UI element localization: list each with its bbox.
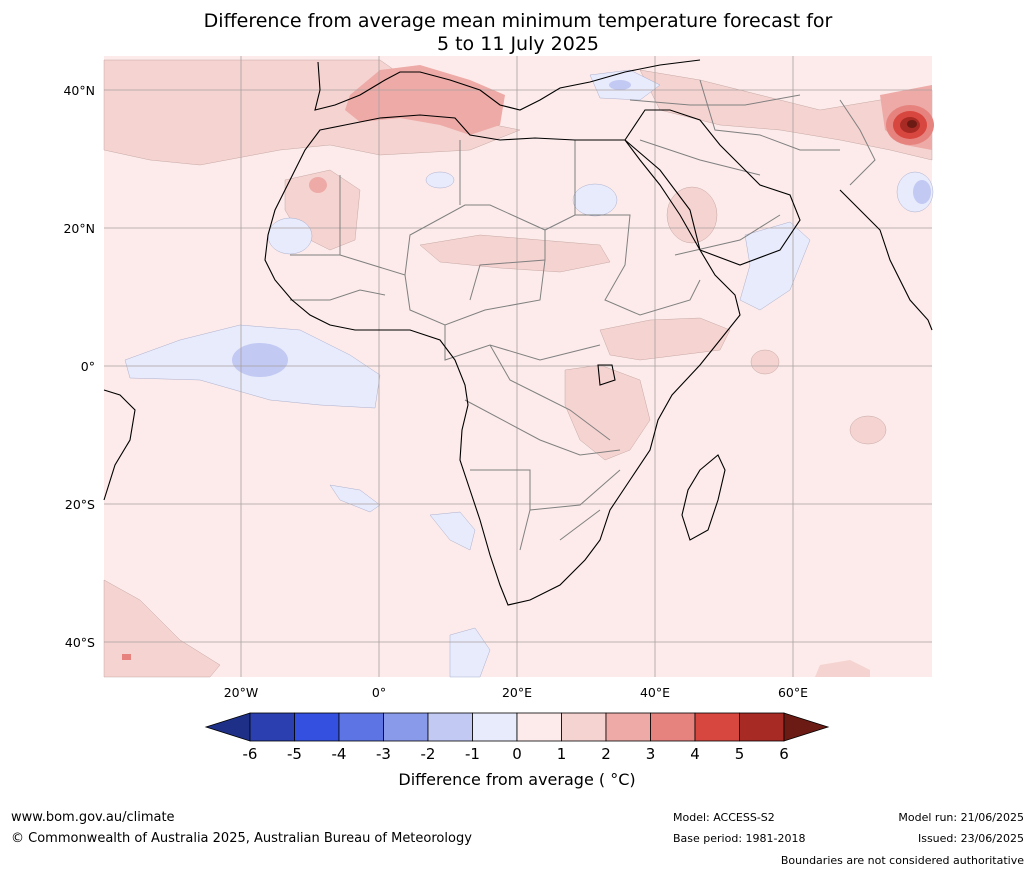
anomaly-patch	[750, 349, 780, 375]
colorbar-tick-label: 6	[779, 745, 789, 763]
anomaly-hotspot	[907, 120, 917, 128]
anomaly-patch	[449, 627, 491, 678]
colorbar-tick-label: -2	[421, 745, 436, 763]
border-line	[404, 259, 546, 326]
colorbar-segment	[650, 712, 696, 742]
colorbar-tick-label: -1	[465, 745, 480, 763]
colorbar-segment	[383, 712, 429, 742]
anomaly-patch	[103, 579, 221, 678]
anomaly-patch	[232, 343, 288, 377]
lat-label: 40°N	[63, 83, 95, 98]
europe-coastline	[314, 59, 701, 111]
border-line	[839, 99, 876, 186]
lon-label: 0°	[372, 685, 386, 700]
border-line	[559, 509, 601, 541]
footer-model: Model: ACCESS-S2	[673, 811, 775, 824]
graticule	[104, 56, 932, 677]
colorbar-segment	[472, 712, 518, 742]
border-line	[290, 289, 386, 301]
lon-label: 20°W	[224, 685, 259, 700]
colorbar-tick-label: -4	[332, 745, 347, 763]
anomaly-patch	[329, 484, 381, 513]
border-line	[489, 344, 611, 441]
lat-label: 40°S	[65, 635, 95, 650]
border-line	[470, 469, 531, 551]
africa-coastline	[264, 114, 741, 606]
colorbar-tick-label: -5	[287, 745, 302, 763]
longitude-labels: 20°W 0° 20°E 40°E 60°E	[224, 685, 808, 700]
colorbar-segment	[561, 712, 607, 742]
country-borders	[290, 79, 876, 551]
anomaly-patch	[267, 217, 313, 255]
madagascar-coastline	[681, 454, 726, 541]
border-line	[544, 214, 701, 316]
colorbar-segment	[605, 712, 651, 742]
anomaly-patch	[666, 186, 718, 244]
anomaly-patch	[122, 654, 131, 660]
colorbar-tick-label: 1	[557, 745, 567, 763]
colorbar-segment	[338, 712, 384, 742]
colorbar-tick-label: 4	[690, 745, 700, 763]
border-line	[699, 79, 840, 151]
anomaly-patch	[429, 511, 476, 551]
lat-label: 0°	[81, 359, 95, 374]
lon-label: 60°E	[778, 685, 808, 700]
colorbar-extend-low	[204, 712, 251, 742]
anomaly-patch	[849, 415, 887, 445]
border-line	[639, 139, 761, 176]
colorbar-tick-label: -3	[376, 745, 391, 763]
colorbar-tick-label: -6	[243, 745, 258, 763]
colorbar-segment	[294, 712, 340, 742]
border-line	[629, 94, 801, 106]
footer-issued: Issued: 23/06/2025	[917, 832, 1024, 845]
anomaly-patch	[913, 180, 931, 204]
colorbar-segment	[694, 712, 740, 742]
anomaly-patch	[815, 660, 870, 677]
anomaly-patch	[609, 80, 631, 90]
anomaly-patch	[425, 171, 455, 189]
colorbar-tick-label: 3	[646, 745, 656, 763]
lat-label: 20°N	[63, 221, 95, 236]
footer-base-period: Base period: 1981-2018	[673, 832, 806, 845]
border-line	[339, 175, 546, 301]
footer-model-run: Model run: 21/06/2025	[898, 811, 1024, 824]
anomaly-patch	[599, 317, 731, 361]
lake-outline	[597, 364, 616, 386]
colorbar-title: Difference from average ( °C)	[398, 770, 636, 789]
south-america-coastline	[103, 389, 136, 501]
anomaly-patch	[572, 183, 618, 217]
map-title: Difference from average mean minimum tem…	[104, 10, 932, 56]
anomaly-patch	[309, 177, 327, 193]
border-line	[529, 469, 621, 511]
colorbar-segment	[249, 712, 295, 742]
arabia-coastline	[624, 109, 801, 266]
border-line	[464, 399, 621, 456]
colorbar: -6 -5 -4 -3 -2 -1 0 1 2 3 4 5 6	[204, 712, 830, 763]
colorbar-segment	[427, 712, 473, 742]
footer-disclaimer: Boundaries are not considered authoritat…	[780, 854, 1024, 867]
latitude-labels: 40°N 20°N 0° 20°S 40°S	[63, 83, 95, 650]
lat-label: 20°S	[65, 497, 95, 512]
colorbar-tick-label: 5	[735, 745, 745, 763]
title-line-1: Difference from average mean minimum tem…	[203, 10, 833, 32]
colorbar-segment	[516, 712, 562, 742]
lon-label: 20°E	[502, 685, 532, 700]
border-line	[444, 325, 601, 361]
india-coastline	[839, 189, 933, 331]
footer-copyright: © Commonwealth of Australia 2025, Austra…	[11, 831, 472, 846]
colorbar-segment	[739, 712, 785, 742]
title-line-2: 5 to 11 July 2025	[436, 33, 600, 55]
colorbar-extend-high	[783, 712, 830, 742]
footer-website: www.bom.gov.au/climate	[11, 810, 175, 825]
lon-label: 40°E	[640, 685, 670, 700]
border-line	[674, 214, 781, 256]
colorbar-tick-label: 2	[601, 745, 611, 763]
coastlines	[103, 59, 933, 606]
colorbar-tick-label: 0	[512, 745, 522, 763]
anomaly-patch	[419, 234, 611, 273]
anomaly-patch	[639, 69, 933, 161]
